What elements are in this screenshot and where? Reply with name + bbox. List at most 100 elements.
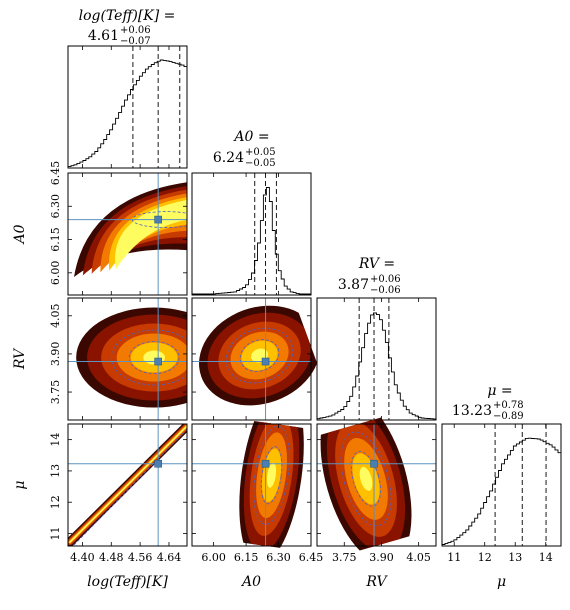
- title-value: 4.61: [88, 28, 119, 44]
- title-plus: +0.78: [493, 400, 524, 411]
- x-tick-label: 13: [508, 551, 522, 564]
- median-marker: [261, 357, 270, 366]
- title-label: RV =: [358, 256, 395, 272]
- title-value: 6.24: [213, 150, 244, 166]
- x-tick-label: 4.56: [128, 551, 153, 564]
- contour-0: [225, 327, 294, 384]
- x-tick-label: 12: [478, 551, 492, 564]
- x-tick-label: 6.45: [299, 551, 324, 564]
- contour-1: [260, 446, 283, 505]
- y-tick-label: 11: [49, 526, 62, 540]
- x-tick-label: 3.75: [332, 551, 357, 564]
- x-tick-label: 6.15: [234, 551, 259, 564]
- joint-panel-teff-mu: [67, 423, 188, 547]
- y-tick-label: 6.00: [49, 261, 62, 286]
- contour-1: [351, 451, 381, 507]
- title-label: μ =: [487, 383, 512, 399]
- x-tick-label: 14: [539, 551, 553, 564]
- histogram-line: [442, 437, 561, 545]
- x-axis-label: μ: [497, 574, 506, 590]
- x-tick-label: 11: [447, 551, 461, 564]
- y-axis-a0: 6.00 6.15 6.30 6.45 A0: [12, 161, 187, 285]
- median-marker: [154, 357, 162, 366]
- y-tick-label: 12: [49, 495, 62, 509]
- y-tick-label: 4.05: [49, 304, 62, 329]
- median-marker: [154, 215, 162, 224]
- marginal-panel-teff: [67, 45, 188, 169]
- title-plus: +0.05: [245, 147, 276, 158]
- x-axis-label: log(Teff)[K]: [87, 574, 168, 590]
- y-axis-label: μ: [12, 480, 28, 489]
- x-axis-label: RV: [365, 574, 388, 590]
- title-rv: RV = 3.87 +0.06−0.06: [338, 256, 401, 296]
- panel-frame: [316, 297, 437, 421]
- contour-0: [73, 428, 187, 546]
- x-tick-label: 6.30: [266, 551, 291, 564]
- title-minus: −0.05: [245, 158, 276, 169]
- density-level-5: [267, 462, 277, 488]
- panel-frame: [441, 423, 562, 547]
- median-marker: [261, 459, 270, 468]
- x-axis-teff: 4.40 4.48 4.56 4.64 log(Teff)[K]: [70, 46, 181, 590]
- y-axis-mu: 11 12 13 14 μ: [12, 433, 436, 540]
- density-level-5: [115, 199, 187, 270]
- y-axis-rv: 3.75 3.90 4.05 RV: [12, 304, 311, 405]
- x-tick-label: 6.00: [201, 551, 226, 564]
- marginal-panel-rv: [316, 297, 437, 421]
- x-tick-label: 4.40: [70, 551, 95, 564]
- joint-panel-a0-mu: [191, 413, 312, 551]
- marginal-panel-a0: [191, 172, 312, 296]
- title-value: 13.23: [452, 403, 492, 419]
- histogram-line: [68, 59, 187, 168]
- joint-panel-rv-mu: [316, 406, 437, 557]
- x-tick-label: 4.48: [99, 551, 124, 564]
- joint-panel-teff-a0: [67, 172, 188, 296]
- y-tick-label: 6.30: [49, 194, 62, 219]
- contour-0: [110, 329, 187, 386]
- panel-frame: [67, 172, 188, 296]
- title-minus: −0.07: [120, 36, 151, 47]
- y-axis-label: RV: [12, 347, 28, 370]
- y-tick-label: 3.75: [49, 380, 62, 405]
- contour-1: [128, 341, 180, 374]
- title-label: A0 =: [232, 129, 269, 145]
- title-value: 3.87: [338, 277, 369, 293]
- y-tick-label: 13: [49, 464, 62, 478]
- joint-panel-teff-rv: [67, 297, 188, 421]
- title-plus: +0.06: [370, 274, 401, 285]
- contour-1: [239, 339, 280, 372]
- title-plus: +0.06: [120, 25, 151, 36]
- x-axis-mu: 11 12 13 14 μ: [447, 424, 553, 590]
- x-tick-label: 4.05: [406, 551, 431, 564]
- median-marker: [370, 459, 378, 468]
- panel-frame: [191, 297, 312, 421]
- y-tick-label: 3.90: [49, 342, 62, 367]
- panel-frame: [316, 423, 437, 547]
- x-axis-label: A0: [240, 574, 261, 590]
- y-tick-label: 14: [49, 433, 62, 447]
- histogram-line: [317, 312, 436, 420]
- contour-0: [340, 431, 392, 527]
- title-minus: −0.89: [493, 411, 524, 422]
- panel-frame: [67, 297, 188, 421]
- panel-frame: [67, 423, 188, 547]
- title-teff: log(Teff)[K] = 4.61 +0.06−0.07: [79, 8, 176, 47]
- marginal-panel-mu: [441, 423, 562, 547]
- title-a0: A0 = 6.24 +0.05−0.05: [213, 129, 276, 169]
- y-tick-label: 6.15: [49, 227, 62, 252]
- median-marker: [154, 459, 162, 468]
- title-minus: −0.06: [370, 285, 401, 296]
- density-level-5: [359, 466, 373, 491]
- panel-frame: [191, 423, 312, 547]
- x-tick-label: 4.64: [157, 551, 182, 564]
- x-axis-rv: 3.75 3.90 4.05 RV: [332, 298, 431, 590]
- density-level-3: [69, 424, 187, 543]
- y-tick-label: 6.45: [49, 161, 62, 186]
- joint-panel-a0-rv: [191, 297, 321, 421]
- title-label: log(Teff)[K] =: [79, 8, 176, 24]
- y-axis-label: A0: [12, 224, 28, 245]
- panel-frame: [67, 45, 188, 169]
- title-mu: μ = 13.23 +0.78−0.89: [452, 383, 524, 422]
